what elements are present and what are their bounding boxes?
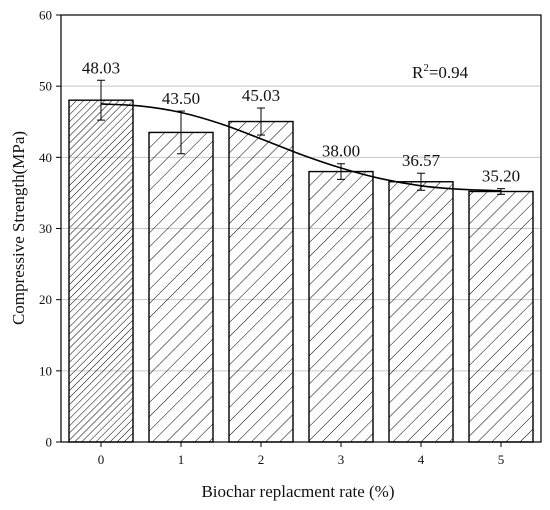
y-tick-label: 0 (46, 435, 53, 450)
x-tick-label: 2 (258, 452, 265, 467)
bar (308, 170, 374, 443)
y-tick-label: 50 (39, 79, 52, 94)
data-label: 38.00 (322, 142, 360, 161)
x-tick-label: 5 (498, 452, 505, 467)
x-tick-label: 4 (418, 452, 425, 467)
y-tick-label: 30 (39, 221, 52, 236)
trend-curve (100, 103, 502, 192)
r2-base: R (412, 63, 424, 82)
r2-exponent: 2 (423, 62, 429, 74)
data-label: 48.03 (82, 58, 120, 77)
data-label: 36.57 (402, 151, 441, 170)
bar (228, 120, 294, 443)
bar (388, 181, 454, 443)
x-axis-title: Biochar replacment rate (%) (201, 482, 394, 501)
y-axis: 0 10 20 30 40 50 60 (39, 8, 61, 450)
gridlines (61, 85, 541, 372)
x-tick-label: 3 (338, 452, 345, 467)
data-label: 45.03 (242, 86, 280, 105)
r2-value: =0.94 (429, 63, 469, 82)
data-label: 43.50 (162, 89, 200, 108)
y-tick-label: 20 (39, 292, 52, 307)
data-labels: 48.03 43.50 45.03 38.00 36.57 35.20 (82, 58, 520, 185)
error-bars (97, 79, 505, 195)
bar (68, 99, 134, 443)
x-tick-label: 0 (98, 452, 105, 467)
bars (68, 99, 534, 443)
y-tick-label: 10 (39, 363, 52, 378)
x-axis: 0 1 2 3 4 5 (98, 442, 505, 467)
y-tick-label: 40 (39, 150, 52, 165)
x-tick-label: 1 (178, 452, 185, 467)
data-label: 35.20 (482, 167, 520, 186)
r-squared-annotation: R2=0.94 (412, 62, 469, 82)
bar (468, 190, 534, 443)
y-axis-title: Compressive Strength(MPa) (9, 131, 28, 325)
y-tick-label: 60 (39, 8, 52, 23)
bar (148, 131, 214, 443)
